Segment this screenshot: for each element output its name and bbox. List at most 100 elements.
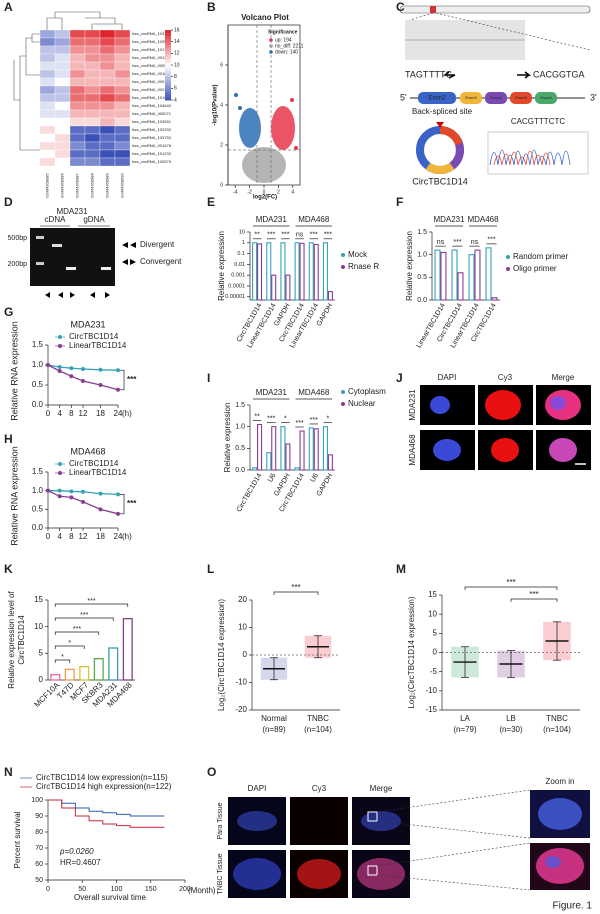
bar bbox=[327, 454, 333, 471]
label: MDA231 bbox=[408, 389, 417, 421]
heat-cell bbox=[84, 53, 101, 63]
significance: ns bbox=[471, 239, 479, 246]
label: Para Tissue bbox=[217, 802, 224, 839]
significance: ** bbox=[254, 232, 260, 239]
panel-letter: B bbox=[207, 0, 216, 14]
heat-cell bbox=[39, 133, 56, 143]
y-tick-label: 0.1 bbox=[237, 251, 245, 257]
heat-cell bbox=[39, 77, 56, 87]
y-tick-label: 5 bbox=[433, 628, 438, 637]
significance: *** bbox=[127, 499, 137, 508]
panel-letter: C bbox=[396, 0, 405, 14]
heat-cell bbox=[84, 69, 101, 79]
bar bbox=[313, 428, 319, 471]
label: Percent survival bbox=[13, 811, 22, 868]
colorbar bbox=[165, 94, 171, 98]
colorbar bbox=[165, 85, 171, 89]
significance: *** bbox=[487, 237, 495, 244]
bar bbox=[457, 272, 464, 301]
x-tick-label: 4 bbox=[57, 532, 62, 541]
x-tick-label: -4 bbox=[233, 189, 238, 195]
panel-letter: I bbox=[207, 371, 210, 385]
y-tick-label: -20 bbox=[235, 705, 247, 714]
significance: *** bbox=[310, 417, 318, 424]
heat-cell bbox=[54, 109, 71, 119]
label: Relative RNA expression bbox=[9, 446, 19, 546]
heat-cell bbox=[84, 149, 101, 159]
row-label: hsa_circRNA_101744 bbox=[132, 47, 172, 52]
y-tick-label: 1.5 bbox=[417, 229, 427, 236]
bar bbox=[108, 647, 119, 681]
label: CircTBC1D14 bbox=[412, 176, 468, 186]
y-tick-label: 0.5 bbox=[32, 504, 44, 513]
legend-label: CircTBC1D14 bbox=[69, 332, 119, 341]
panel-letter: E bbox=[207, 195, 215, 209]
y-tick-label: 10 bbox=[428, 609, 437, 618]
bar bbox=[266, 452, 272, 471]
heat-cell bbox=[54, 53, 71, 63]
significance: *** bbox=[291, 583, 300, 592]
label: Exon3 bbox=[465, 95, 477, 100]
row-label: hsa_circRNA_103951 bbox=[132, 119, 172, 124]
bar bbox=[434, 249, 441, 301]
label: MDA468 bbox=[467, 215, 499, 224]
point bbox=[81, 367, 85, 371]
label: gDNA bbox=[83, 215, 105, 224]
colorbar-label: 14 bbox=[174, 39, 180, 45]
colorbar bbox=[165, 38, 171, 43]
label: Relative expression level of bbox=[7, 591, 16, 689]
y-tick-label: 1.0 bbox=[235, 424, 245, 431]
heat-cell bbox=[99, 53, 116, 63]
bar bbox=[322, 426, 328, 471]
y-tick-label: 1.0 bbox=[32, 486, 44, 495]
label: Relative expression bbox=[405, 231, 414, 301]
colorbar bbox=[165, 82, 171, 86]
x-tick-label: 4 bbox=[291, 189, 294, 195]
heat-cell bbox=[99, 77, 116, 87]
significance: *** bbox=[87, 598, 95, 605]
label: (Month) bbox=[188, 886, 216, 895]
heat-cell bbox=[54, 69, 71, 79]
bar bbox=[308, 242, 314, 301]
heat-cell bbox=[114, 157, 131, 167]
legend-marker bbox=[269, 50, 273, 54]
y-tick-label: 15 bbox=[34, 595, 43, 604]
bar bbox=[299, 430, 305, 471]
heat-cell bbox=[114, 133, 131, 143]
heat-cell bbox=[54, 85, 71, 95]
y-tick-label: 100 bbox=[31, 797, 43, 804]
figure-label: Figure. 1 bbox=[553, 901, 593, 912]
label: Zoom in bbox=[546, 777, 575, 786]
colorbar-label: 4 bbox=[174, 97, 177, 103]
column-label: GSM4358986 bbox=[60, 173, 65, 198]
heat-cell bbox=[99, 117, 116, 127]
heat-cell bbox=[84, 141, 101, 151]
heat-cell bbox=[39, 93, 56, 103]
significance: *** bbox=[529, 590, 538, 599]
legend-label: no_diff: 2211 bbox=[275, 43, 304, 49]
y-tick-label: 1.0 bbox=[417, 252, 427, 259]
colorbar bbox=[165, 53, 171, 57]
colorbar bbox=[165, 65, 171, 69]
label: Merge bbox=[370, 784, 393, 793]
colorbar bbox=[165, 73, 171, 78]
colorbar bbox=[165, 88, 171, 92]
heat-cell bbox=[114, 37, 131, 47]
heat-cell bbox=[114, 149, 131, 159]
label: DAPI bbox=[248, 784, 267, 793]
point bbox=[57, 494, 62, 499]
x-tick-label: 0 bbox=[46, 532, 51, 541]
y-tick-label: 90 bbox=[35, 813, 43, 820]
heat-cell bbox=[39, 125, 56, 135]
heat-cell bbox=[84, 117, 101, 127]
heat-cell bbox=[84, 157, 101, 167]
heat-cell bbox=[54, 93, 71, 103]
bar bbox=[313, 243, 319, 301]
gene-schematic bbox=[399, 5, 591, 175]
column-label: GSM4358989 bbox=[105, 173, 110, 198]
significance: ** bbox=[254, 413, 260, 420]
significance: *** bbox=[80, 612, 88, 619]
label: MDA231 bbox=[256, 388, 288, 397]
bar bbox=[79, 666, 90, 681]
legend-label: Nuclear bbox=[348, 399, 376, 408]
